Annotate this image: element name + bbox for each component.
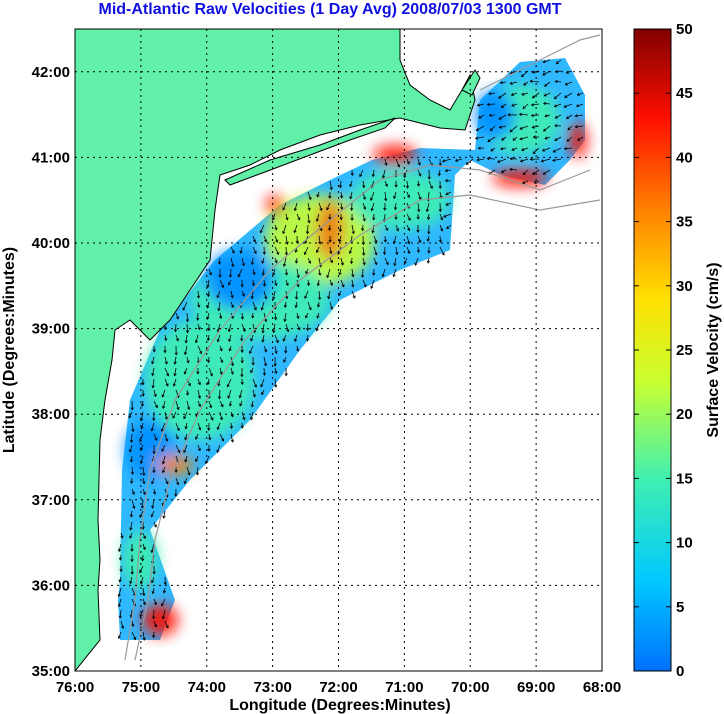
x-axis-label: Longitude (Degrees:Minutes): [229, 697, 450, 714]
y-tick-label: 41:00: [32, 149, 70, 166]
colorbar-tick-labels: 0 5 10 15 20 25 30 35 40 45 50: [634, 21, 693, 680]
bathymetry-contours: [124, 34, 601, 661]
colorbar-tick: 40: [676, 149, 693, 166]
y-tick-label: 35:00: [32, 663, 70, 680]
y-tick-label: 40:00: [32, 235, 70, 252]
x-tick-label: 68:00: [583, 679, 621, 696]
colorbar-tick: 45: [676, 85, 693, 102]
x-tick-label: 73:00: [253, 679, 291, 696]
land-mass: [75, 29, 476, 671]
y-axis-label: Latitude (Degrees:Minutes): [1, 247, 18, 453]
x-tick-label: 70:00: [451, 679, 489, 696]
colorbar-tick: 50: [676, 21, 693, 38]
colorbar-tick: 35: [676, 214, 693, 231]
x-tick-label: 74:00: [188, 679, 226, 696]
x-tick-label: 72:00: [319, 679, 357, 696]
x-tick-label: 71:00: [385, 679, 423, 696]
colorbar-tick: 10: [676, 535, 693, 552]
colorbar-tick: 20: [676, 406, 693, 423]
y-tick-label: 42:00: [32, 64, 70, 81]
colorbar-tick: 5: [676, 599, 684, 616]
colorbar-tick: 15: [676, 470, 693, 487]
colorbar-tick: 25: [676, 342, 693, 359]
colorbar-tick: 0: [676, 663, 684, 680]
y-tick-label: 38:00: [32, 406, 70, 423]
y-tick-label: 36:00: [32, 577, 70, 594]
x-tick-labels: 76:00 75:00 74:00 73:00 72:00 71:00 70:00 69:00…: [56, 679, 621, 696]
map-title: Mid-Atlantic Raw Velocities (1 Day Avg) …: [98, 1, 562, 18]
colorbar-label: Surface Velocity (cm/s): [705, 262, 722, 437]
y-tick-labels: 35:00 36:00 37:00 38:00 39:00 40:00 41:00 42:00: [32, 64, 70, 680]
x-tick-label: 69:00: [517, 679, 555, 696]
x-tick-label: 76:00: [56, 679, 94, 696]
plot-frame: [74, 28, 603, 672]
long-island: [224, 117, 396, 186]
colorbar-tick: 30: [676, 278, 693, 295]
velocity-field: [118, 58, 587, 640]
cape-cod: [461, 69, 481, 96]
y-tick-label: 37:00: [32, 492, 70, 509]
x-tick-label: 75:00: [122, 679, 160, 696]
colorbar: [633, 28, 672, 672]
y-tick-label: 39:00: [32, 321, 70, 338]
grid-lines: [75, 29, 602, 671]
